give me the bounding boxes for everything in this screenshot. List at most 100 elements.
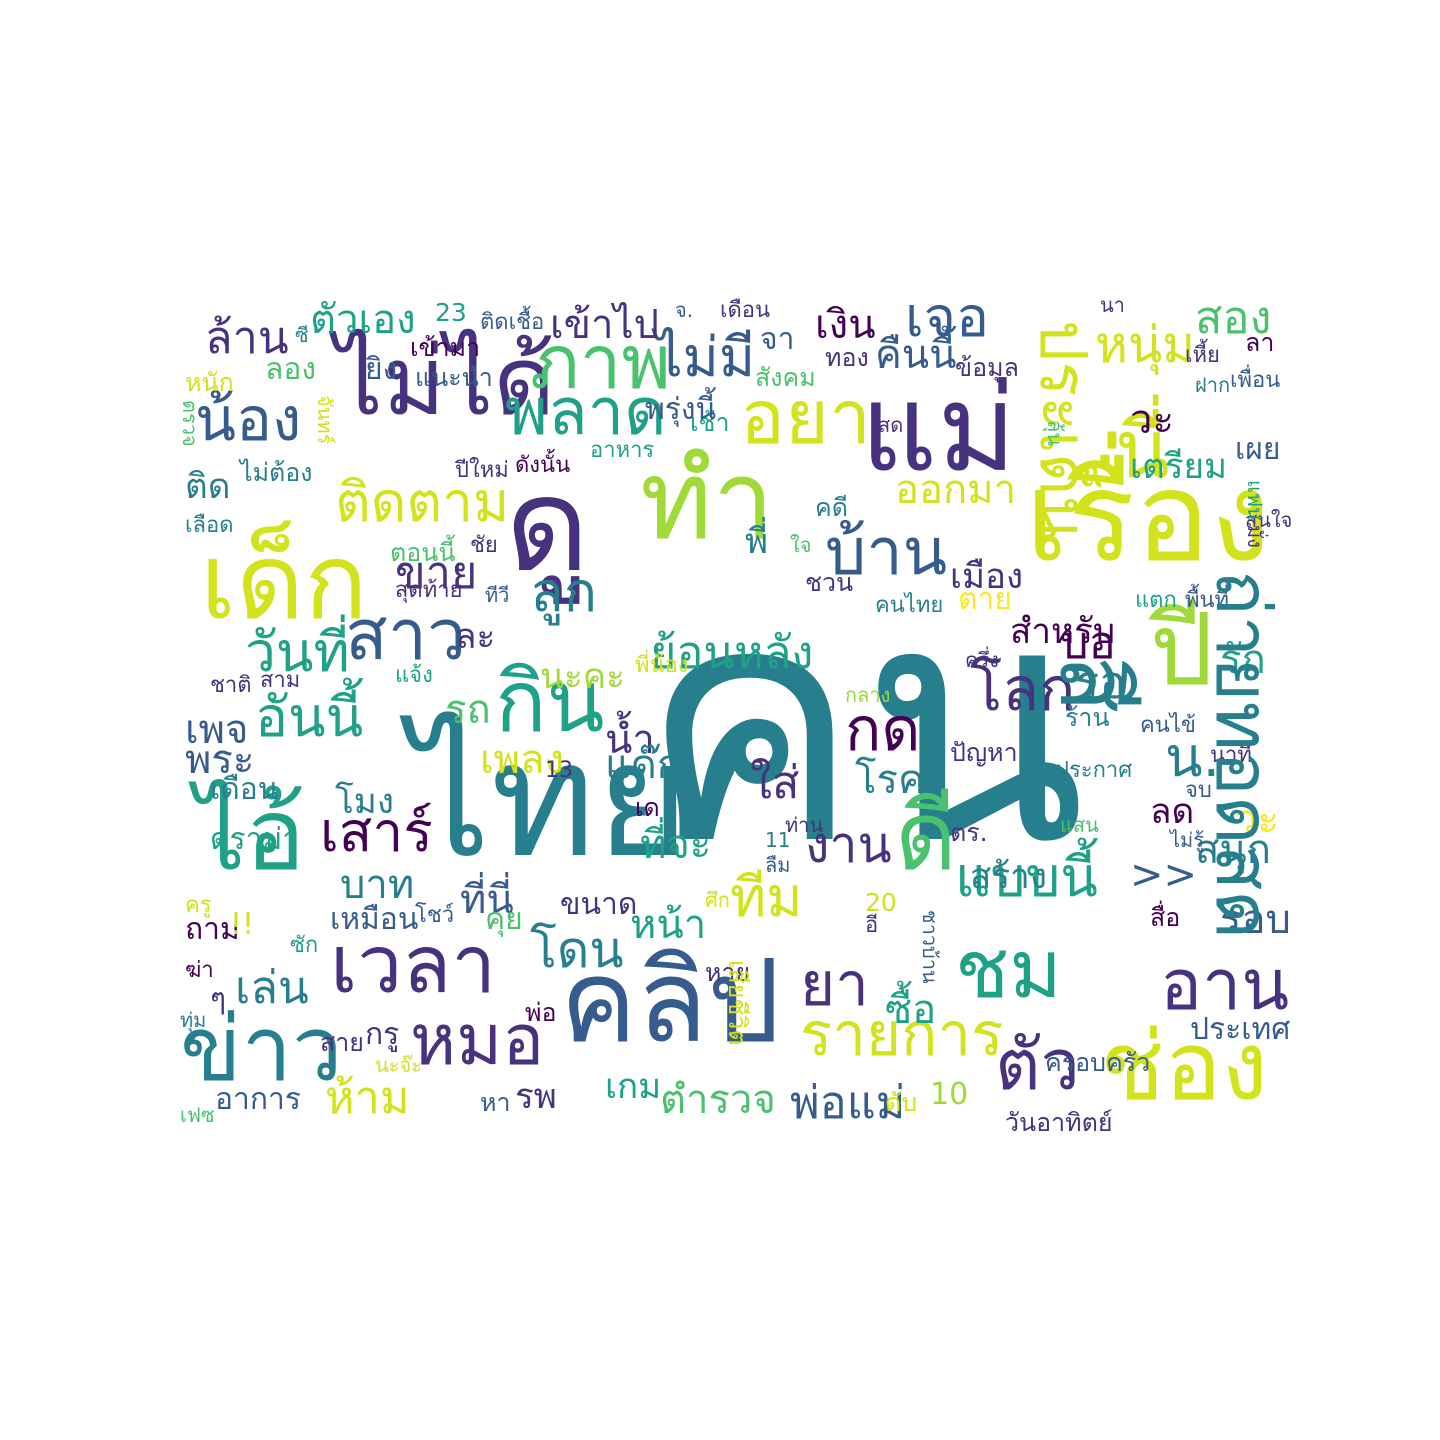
cloud-word: พ่อ: [525, 998, 557, 1027]
cloud-word: ภาพ: [530, 318, 671, 406]
cloud-word: สร้าง: [970, 857, 1047, 897]
cloud-word: ติดเชื้อ: [480, 310, 545, 335]
cloud-word: เพจ: [185, 707, 249, 753]
cloud-word: สาม: [260, 668, 301, 693]
cloud-word: โมง: [335, 782, 394, 822]
cloud-word: จา: [760, 322, 795, 357]
cloud-word: ช่อง: [1100, 1012, 1268, 1122]
cloud-word: ลุ้น: [1043, 420, 1067, 446]
cloud-word: หนุ่ม: [1095, 316, 1196, 374]
cloud-word: ออกมา: [895, 467, 1017, 513]
cloud-word: เล่น: [235, 961, 309, 1014]
cloud-word: แฟน: [1243, 480, 1267, 521]
cloud-word: สังคม: [755, 363, 816, 392]
cloud-word: ศึก: [705, 888, 730, 912]
cloud-word: รอบ: [1220, 897, 1291, 943]
cloud-word: ที่จะ: [640, 822, 712, 868]
cloud-word: หาย: [705, 958, 751, 987]
cloud-word: ไม่รู้: [1170, 828, 1204, 852]
cloud-word: ฆ่า: [185, 958, 214, 983]
cloud-word: ยิง: [365, 352, 398, 387]
cloud-word: ละ: [455, 617, 496, 657]
cloud-word: เสียชีวิต: [723, 960, 752, 1046]
cloud-word: วะ: [1235, 797, 1279, 843]
cloud-word: ดราม่า: [210, 822, 300, 857]
cloud-word: เมือง: [950, 557, 1024, 597]
cloud-word: เรื่อง: [1025, 445, 1271, 590]
cloud-word: พรุ่งนี้: [645, 392, 717, 427]
cloud-word: ตร.: [950, 818, 988, 847]
cloud-word: ย้อนหลัง: [650, 626, 814, 679]
cloud-word: ทุ่ม: [180, 1008, 207, 1032]
cloud-word: น้ำ: [605, 717, 655, 763]
cloud-word: ใจ: [790, 533, 812, 557]
cloud-word: ลืม: [765, 853, 791, 877]
cloud-word: 23: [435, 298, 467, 327]
cloud-word: ชัย: [470, 533, 498, 558]
cloud-word: คืนนี้: [875, 332, 957, 378]
cloud-word: ใส่: [750, 756, 800, 809]
cloud-word: น้อง: [195, 385, 302, 455]
cloud-word: วันอาทิตย์: [1005, 1108, 1113, 1137]
cloud-word: เวลา: [330, 918, 497, 1011]
cloud-word: ชาวบ้าน: [918, 910, 942, 984]
cloud-word: เกม: [605, 1067, 662, 1107]
cloud-word: ตัวเอง: [310, 297, 416, 343]
cloud-word: เผย: [1235, 432, 1281, 467]
cloud-word: ประกาศ: [1055, 758, 1133, 783]
cloud-word: ไม่ได้: [335, 327, 555, 437]
cloud-word: สอง: [1195, 291, 1272, 344]
cloud-word: ๆ: [210, 982, 227, 1017]
cloud-word: แจ้ง: [395, 663, 433, 688]
cloud-word: รถ: [445, 687, 491, 733]
cloud-word: เช้า: [690, 408, 730, 437]
cloud-word: ดับ: [885, 1088, 918, 1117]
cloud-word: เพลง: [480, 737, 565, 783]
cloud-word: เหมือน: [330, 902, 419, 937]
cloud-word: สนุก: [1195, 827, 1271, 873]
cloud-word: เฟซ: [180, 1103, 215, 1127]
cloud-word: อยา: [740, 373, 872, 461]
cloud-word: อี: [865, 913, 879, 938]
cloud-word: ติด: [185, 467, 231, 507]
cloud-word: วะ: [1130, 397, 1174, 443]
cloud-word: ชม: [955, 923, 1063, 1016]
cloud-word: ขนาด: [560, 887, 638, 922]
cloud-word: เตรียม: [1130, 447, 1228, 487]
cloud-word: อันนี้: [255, 685, 364, 749]
cloud-word: ดี: [895, 782, 957, 892]
cloud-word: คลิป: [560, 935, 781, 1069]
cloud-word: เข้าไป: [550, 302, 659, 348]
cloud-word: อาหาร: [590, 438, 655, 463]
cloud-word: ปีใหม่: [455, 458, 509, 483]
cloud-word: บาท: [340, 862, 415, 908]
cloud-word: กรู: [365, 1017, 400, 1052]
cloud-word: ไม่ต้อง: [240, 458, 313, 487]
cloud-word: จันทร์: [313, 395, 337, 445]
cloud-word: รอ: [1075, 656, 1127, 709]
cloud-word: 11: [765, 828, 791, 852]
cloud-word: ประเทศ: [1190, 1012, 1291, 1047]
cloud-word: เสาร์: [320, 800, 433, 864]
cloud-word: พ่อแม่: [790, 1076, 906, 1129]
cloud-word: >>: [1130, 852, 1198, 898]
cloud-word: ติดตาม: [335, 470, 510, 534]
cloud-word: รพ: [515, 1077, 557, 1117]
cloud-word: 13: [545, 758, 573, 783]
cloud-word: ครู: [185, 893, 212, 918]
cloud-word: โดน: [530, 921, 624, 979]
cloud-word: สาว: [345, 594, 467, 676]
cloud-word: เพื่อน: [1230, 368, 1281, 393]
cloud-word: น.: [1165, 725, 1221, 789]
cloud-word: วันที่: [245, 620, 350, 684]
cloud-word: ยา: [800, 950, 869, 1020]
cloud-word: เดือน: [210, 772, 279, 807]
cloud-word: แตก: [1135, 588, 1177, 613]
cloud-word: ปี: [1150, 591, 1214, 708]
cloud-word: นาที: [1210, 743, 1252, 768]
cloud-word: จ.: [675, 298, 694, 322]
cloud-word: บอ: [1060, 616, 1116, 669]
cloud-word: ชาติ: [210, 673, 252, 698]
cloud-word: กด: [845, 695, 921, 765]
cloud-word: สุดท้าย: [395, 578, 463, 603]
